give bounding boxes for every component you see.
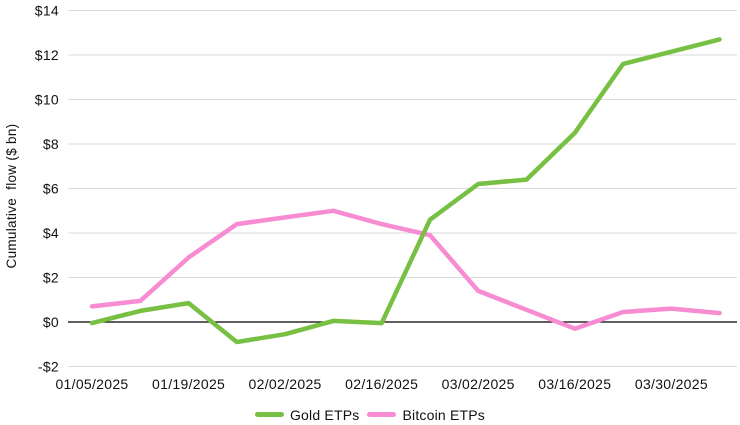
y-tick-label: $12 (35, 47, 59, 63)
y-tick-label: $14 (35, 3, 59, 19)
series-line-gold-etps (89, 37, 722, 345)
x-tick-label: 01/05/2025 (55, 376, 128, 392)
x-tick-label: 03/02/2025 (442, 376, 515, 392)
legend: Gold ETPs Bitcoin ETPs (0, 404, 740, 425)
legend-item-bitcoin-etps: Bitcoin ETPs (367, 407, 485, 423)
legend-label-bitcoin-etps: Bitcoin ETPs (402, 406, 486, 423)
y-tick-label: $10 (35, 92, 59, 108)
x-tick-label: 02/02/2025 (249, 376, 322, 392)
gold-line-swatch-icon (254, 412, 284, 417)
y-tick-label: $8 (43, 136, 59, 152)
x-tick-label: 03/16/2025 (538, 376, 611, 392)
x-tick-label: 02/16/2025 (345, 376, 418, 392)
y-tick-label: $0 (43, 314, 59, 330)
y-tick-label: $2 (43, 270, 59, 286)
y-tick-label: $6 (43, 181, 59, 197)
x-tick-label: 03/30/2025 (635, 376, 708, 392)
y-tick-label: -$2 (38, 359, 59, 375)
y-tick-label: $4 (43, 225, 59, 241)
legend-item-gold-etps: Gold ETPs (254, 406, 360, 423)
legend-label-gold-etps: Gold ETPs (289, 406, 360, 423)
x-tick-label: 01/19/2025 (152, 376, 225, 392)
bitcoin-line-swatch-icon (367, 412, 397, 417)
series-line-bitcoin-etps (89, 208, 722, 331)
